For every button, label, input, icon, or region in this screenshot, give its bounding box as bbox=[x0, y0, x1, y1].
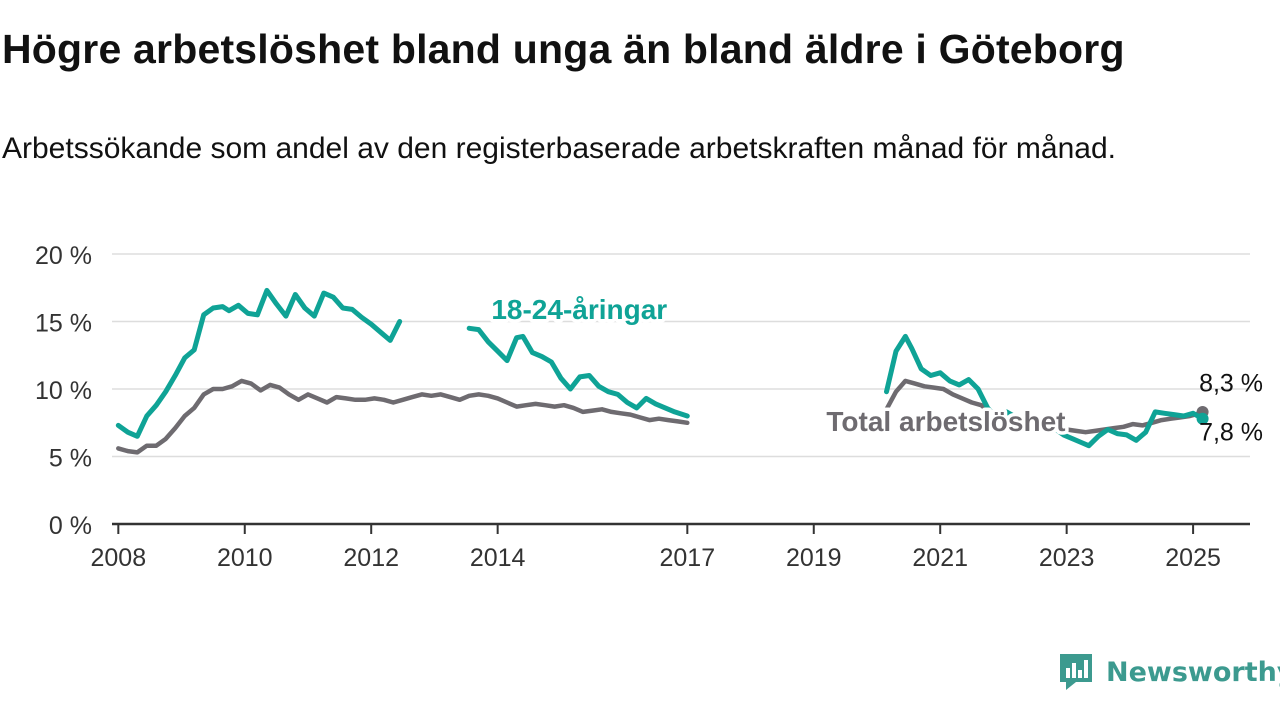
x-tick-label: 2021 bbox=[912, 544, 968, 572]
brand-name: Newsworthy bbox=[1106, 656, 1280, 688]
series-line-youth bbox=[115, 287, 403, 439]
annotation-total-end: 8,3 % bbox=[1199, 370, 1263, 398]
y-tick-label: 15 % bbox=[35, 310, 92, 338]
chart-subtitle: Arbetssökande som andel av den registerb… bbox=[2, 132, 1116, 165]
series-lines bbox=[115, 287, 1209, 455]
y-tick-label: 10 % bbox=[35, 377, 92, 405]
series-line-youth bbox=[466, 325, 690, 419]
x-tick-label: 2019 bbox=[786, 544, 842, 572]
y-tick-label: 0 % bbox=[49, 512, 92, 540]
y-tick-label: 20 % bbox=[35, 242, 92, 270]
annotation-youth-label: 18-24-åringar bbox=[491, 294, 667, 325]
series-line-youth bbox=[884, 333, 1206, 449]
annotation-youth-end: 7,8 % bbox=[1199, 418, 1263, 446]
x-tick-label: 2012 bbox=[343, 544, 399, 572]
x-tick-label: 2010 bbox=[217, 544, 273, 572]
series-line-total bbox=[116, 378, 690, 455]
y-axis-labels: 0 % 5 % 10 % 15 % 20 % bbox=[35, 242, 92, 540]
y-tick-label: 5 % bbox=[49, 445, 92, 473]
x-tick-label: 2014 bbox=[470, 544, 526, 572]
x-tick-label: 2023 bbox=[1039, 544, 1095, 572]
chart-title: Högre arbetslöshet bland unga än bland ä… bbox=[2, 26, 1125, 72]
x-tick-label: 2017 bbox=[660, 544, 716, 572]
gridlines bbox=[112, 253, 1250, 458]
x-axis: 2008 2010 2012 2014 2017 2019 2021 2023 2025 bbox=[91, 522, 1250, 572]
newsworthy-logo-icon bbox=[1060, 654, 1092, 690]
end-point-youth bbox=[1196, 412, 1209, 425]
annotation-total-label: Total arbetslöshet bbox=[826, 406, 1065, 437]
newsworthy-brand: Newsworthy bbox=[1058, 652, 1280, 692]
x-tick-label: 2025 bbox=[1165, 544, 1221, 572]
x-tick-label: 2008 bbox=[91, 544, 147, 572]
annotations: 18-24-åringar Total arbetslöshet 8,3 % 7,8 … bbox=[488, 290, 1263, 446]
